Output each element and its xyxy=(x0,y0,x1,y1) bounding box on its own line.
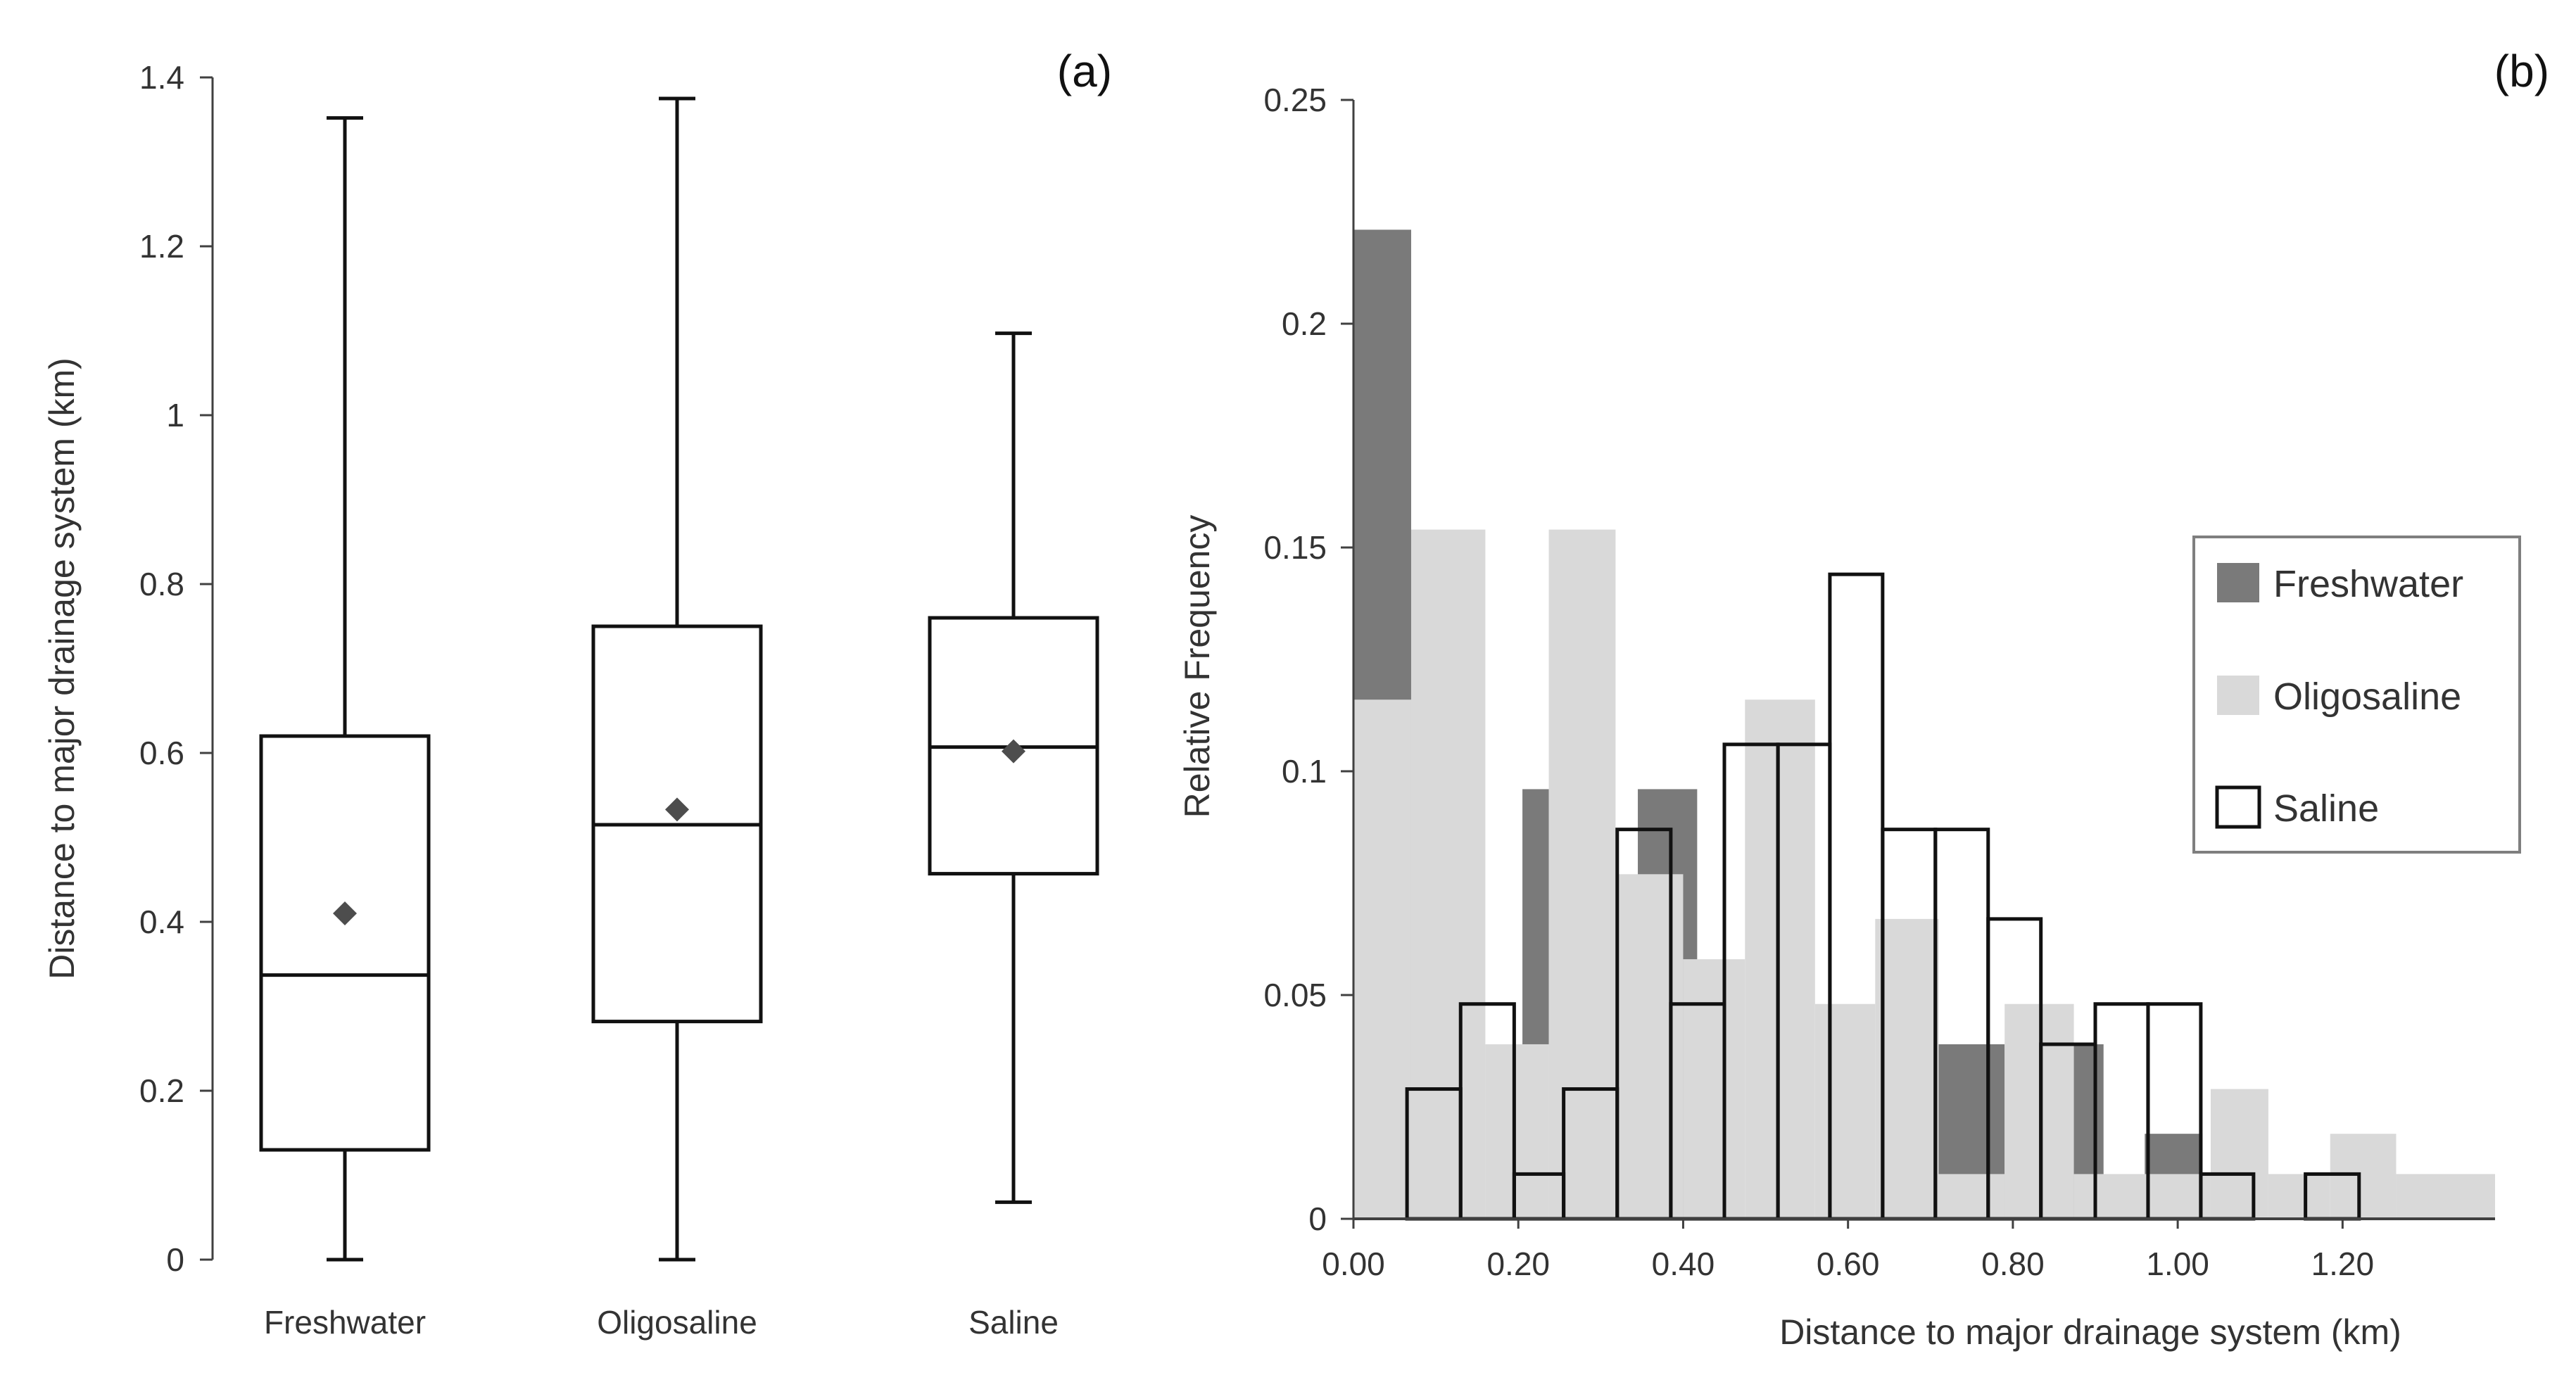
panel-b-y-tick-label: 0.1 xyxy=(1282,753,1327,790)
panel-b-x-tick-label: 0.60 xyxy=(1817,1246,1880,1282)
histogram-bar-oligosaline xyxy=(1548,529,1616,1219)
panel-a-y-axis-label: Distance to major drainage system (km) xyxy=(42,357,82,980)
panel-b-x-tick-label: 0.00 xyxy=(1322,1246,1385,1282)
histogram-bar-oligosaline xyxy=(1410,529,1486,1219)
panel-a-y-tick-label: 0 xyxy=(166,1241,184,1278)
panel-a-y-tick-label: 0.4 xyxy=(139,904,184,940)
panel-b-label: (b) xyxy=(2494,46,2549,96)
panel-a-label: (a) xyxy=(1057,46,1112,96)
legend-label-freshwater: Freshwater xyxy=(2273,563,2463,605)
histogram-bar-oligosaline xyxy=(1745,699,1815,1219)
panel-b-x-tick-label: 1.20 xyxy=(2311,1246,2375,1282)
box-iqr-freshwater xyxy=(259,734,431,1152)
histogram-bar-oligosaline xyxy=(1485,1044,1549,1219)
panel-a-y-tick-label: 0.6 xyxy=(139,735,184,771)
histogram-bar-oligosaline xyxy=(1615,874,1684,1219)
panel-a-x-tick-label-freshwater: Freshwater xyxy=(264,1304,426,1341)
histogram-bar-oligosaline xyxy=(1683,959,1745,1219)
panel-b-y-tick-label: 0.25 xyxy=(1263,82,1327,118)
panel-b-x-axis-label: Distance to major drainage system (km) xyxy=(1779,1312,2401,1352)
panel-a-x-tick-label-oligosaline: Oligosaline xyxy=(597,1304,757,1341)
panel-a-box-plot: (a) Distance to major drainage system (k… xyxy=(42,46,1112,1341)
histogram-bar-oligosaline xyxy=(2268,1174,2330,1219)
panel-b-x-tick-label: 1.00 xyxy=(2146,1246,2209,1282)
panel-b-y-tick-label: 0.05 xyxy=(1263,977,1327,1013)
panel-b-x-tick-label: 0.40 xyxy=(1652,1246,1715,1282)
box-group-saline: Saline xyxy=(928,331,1099,1341)
panel-b-y-axis-label: Relative Frequency xyxy=(1177,515,1217,818)
panel-b-x-tick-label: 0.80 xyxy=(1981,1246,2045,1282)
box-mean-marker-freshwater xyxy=(333,901,357,925)
legend-swatch-oligosaline xyxy=(2217,676,2259,715)
panel-a-y-tick-label: 1.2 xyxy=(139,228,184,265)
histogram-bar-oligosaline xyxy=(1814,1003,1876,1219)
histogram-bar-oligosaline xyxy=(2210,1089,2268,1219)
histogram-bar-oligosaline xyxy=(1875,918,1939,1219)
legend-swatch-saline xyxy=(2215,785,2261,829)
legend-label-saline: Saline xyxy=(2273,787,2379,830)
histogram-bar-oligosaline xyxy=(2396,1174,2495,1219)
panel-a-y-tick-label: 0.2 xyxy=(139,1072,184,1109)
panel-a-y-tick-label: 1.4 xyxy=(139,59,184,96)
panel-a-y-tick-label: 0.8 xyxy=(139,566,184,602)
histogram-bar-oligosaline xyxy=(2073,1174,2149,1219)
histogram-bar-oligosaline xyxy=(1353,699,1411,1219)
panel-b-histogram: (b) Relative Frequency Distance to major… xyxy=(1177,46,2549,1352)
panel-b-y-tick-label: 0.2 xyxy=(1282,305,1327,342)
box-group-oligosaline: Oligosaline xyxy=(591,96,763,1341)
legend-label-oligosaline: Oligosaline xyxy=(2273,676,2461,718)
panel-b-x-tick-label: 0.20 xyxy=(1486,1246,1550,1282)
panel-b-y-tick-label: 0 xyxy=(1308,1201,1327,1237)
box-mean-marker-saline xyxy=(1002,739,1025,764)
box-mean-marker-oligosaline xyxy=(665,797,689,822)
panel-a-x-tick-label-saline: Saline xyxy=(968,1304,1059,1341)
legend-swatch-freshwater xyxy=(2217,563,2259,602)
panel-b-legend: Freshwater Oligosaline Saline xyxy=(2192,536,2521,854)
box-group-freshwater: Freshwater xyxy=(259,116,431,1341)
histogram-bar-oligosaline xyxy=(1938,1174,2005,1219)
panel-a-y-tick-label: 1 xyxy=(166,397,184,433)
histogram-bar-oligosaline xyxy=(2330,1134,2397,1219)
panel-b-y-tick-label: 0.15 xyxy=(1263,529,1327,566)
